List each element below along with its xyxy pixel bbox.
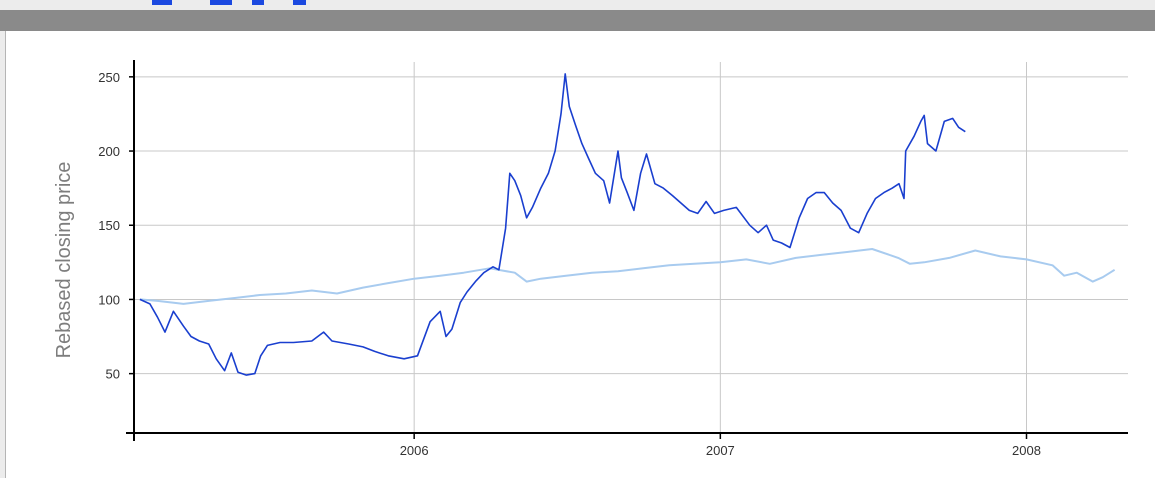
left-edge-line (5, 31, 6, 478)
x-tick-label-2006: 2006 (400, 443, 429, 458)
left-edge (0, 31, 5, 478)
series-line-1 (139, 73, 966, 376)
tick-labels: 50 100 150 200 250 2006 2007 2008 (98, 70, 1041, 458)
y-axis-label: Rebased closing price (53, 162, 75, 359)
y-tick-label-50: 50 (106, 367, 120, 382)
header-bar (0, 10, 1155, 31)
series-group (139, 73, 1116, 376)
top-strip (0, 0, 1155, 10)
x-tick-label-2007: 2007 (706, 443, 735, 458)
grid (134, 62, 1128, 433)
y-tick-label-100: 100 (98, 292, 120, 307)
heading-fragment-2 (210, 0, 232, 5)
heading-fragment-3 (252, 0, 264, 5)
y-tick-label-150: 150 (98, 218, 120, 233)
x-tick-label-2008: 2008 (1012, 443, 1041, 458)
series-line-2 (139, 248, 1116, 305)
heading-fragment-4 (293, 0, 306, 5)
heading-fragment-1 (152, 0, 172, 5)
y-tick-label-200: 200 (98, 144, 120, 159)
axes (126, 60, 1128, 441)
y-tick-label-250: 250 (98, 70, 120, 85)
